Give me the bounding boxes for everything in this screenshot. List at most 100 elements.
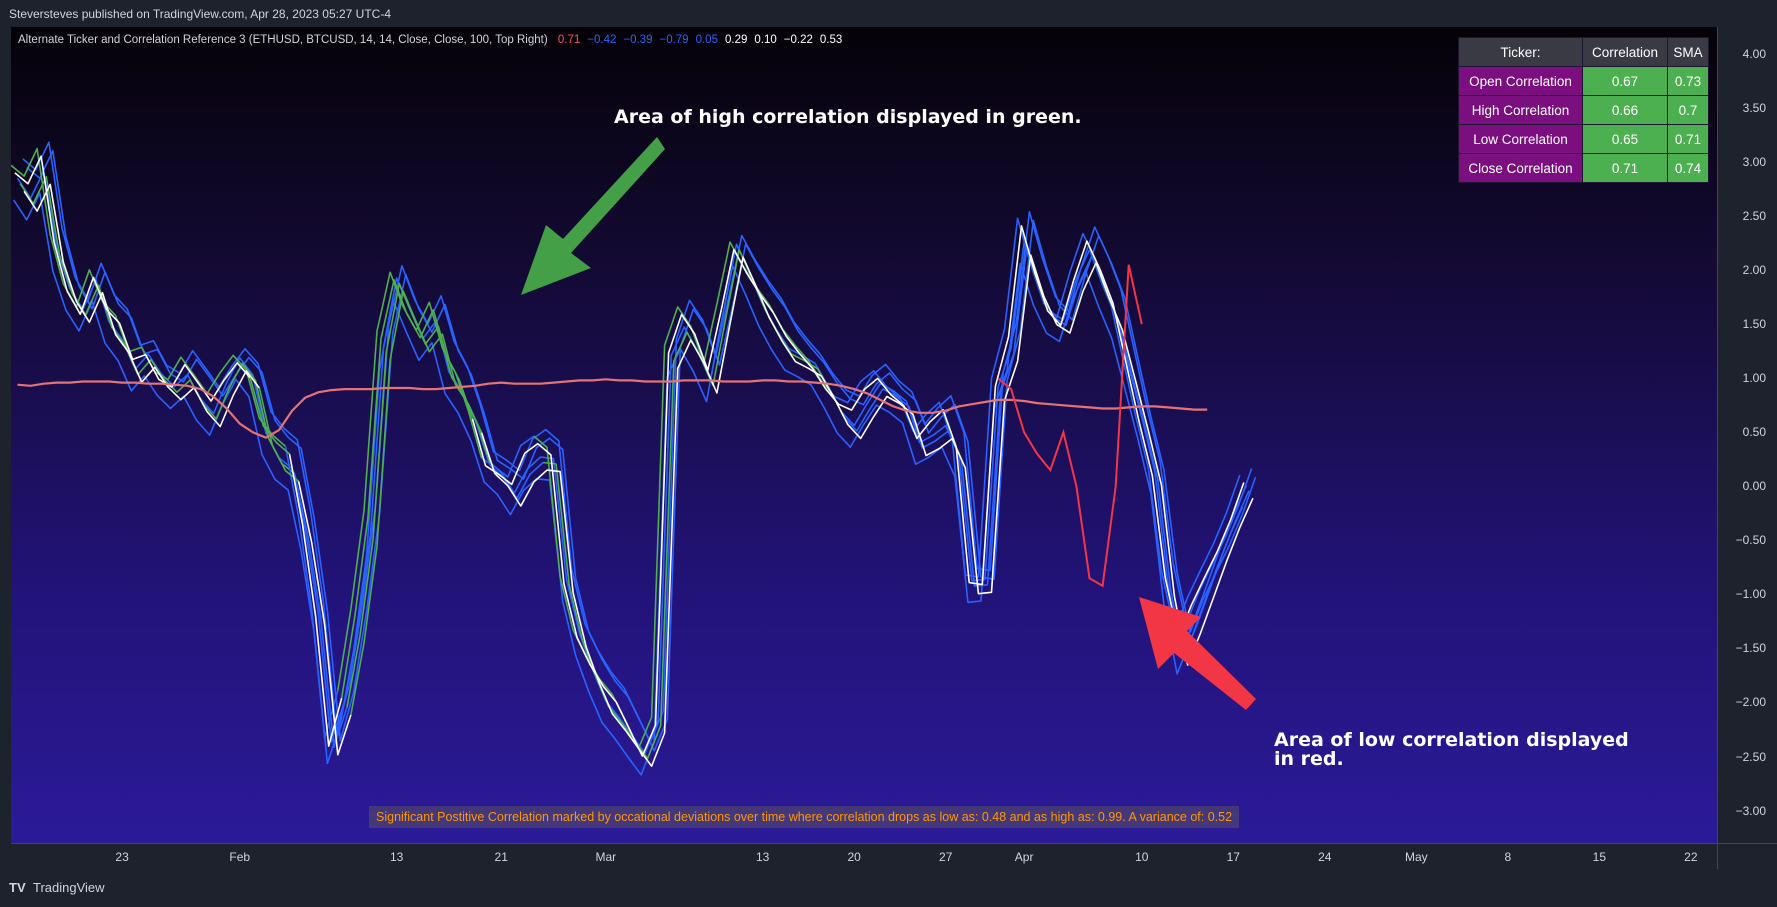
y-tick-label: 3.50 xyxy=(1742,101,1766,116)
table-row: High Correlation 0.66 0.7 xyxy=(1458,95,1709,125)
table-row: Low Correlation 0.65 0.71 xyxy=(1458,124,1709,154)
y-tick-label: −2.50 xyxy=(1735,749,1766,764)
y-tick-label: 4.00 xyxy=(1742,47,1766,62)
table-row-sma: 0.74 xyxy=(1667,153,1709,183)
series-line xyxy=(284,446,339,740)
table-row-label: Close Correlation xyxy=(1458,153,1583,183)
table-row-label: Low Correlation xyxy=(1458,124,1583,154)
x-tick-label: 22 xyxy=(1684,850,1698,864)
annotation-low-line1: Area of low correlation displayed xyxy=(1274,729,1629,751)
indicator-value: −0.42 xyxy=(587,34,617,46)
indicator-value: −0.39 xyxy=(623,34,653,46)
y-tick-label: 2.00 xyxy=(1742,263,1766,278)
x-tick-label: 21 xyxy=(494,850,508,864)
series-line xyxy=(288,453,343,748)
price-axis[interactable]: 4.00 3.50 3.00 2.50 2.00 1.50 1.00 0.50 0.00 −0.5… xyxy=(1717,27,1777,843)
axis-corner xyxy=(1717,843,1777,870)
x-tick-label: 23 xyxy=(115,850,129,864)
y-tick-label: 1.50 xyxy=(1742,317,1766,332)
annotation-low-correlation: Area of low correlation displayed in red… xyxy=(1274,731,1629,769)
chart-pane[interactable]: Alternate Ticker and Correlation Referen… xyxy=(11,27,1717,843)
annotation-high-correlation: Area of high correlation displayed in gr… xyxy=(614,106,1082,128)
series-line xyxy=(340,279,474,699)
y-tick-label: 0.00 xyxy=(1742,479,1766,494)
x-tick-label: 17 xyxy=(1226,850,1240,864)
publish-text: Steversteves published on TradingView.co… xyxy=(9,7,392,21)
low-correlation-arrow-icon xyxy=(1139,597,1256,710)
x-tick-label: 13 xyxy=(389,850,404,864)
time-axis[interactable]: 23 Feb 13 21 Mar 13 20 27 Apr 10 17 24 May 8 15 22 xyxy=(11,843,1717,870)
table-row: Open Correlation 0.67 0.73 xyxy=(1458,66,1709,96)
table-row-label: Open Correlation xyxy=(1458,66,1583,96)
series-line xyxy=(14,155,251,402)
table-row: Close Correlation 0.71 0.74 xyxy=(1458,153,1709,183)
indicator-value: 0.71 xyxy=(557,34,581,46)
series-line xyxy=(22,141,1253,743)
indicator-value: −0.22 xyxy=(783,34,813,46)
x-tick-label: 13 xyxy=(755,850,770,864)
table-header-sma: SMA xyxy=(1667,37,1709,67)
series-line xyxy=(350,290,483,716)
high-correlation-arrow-icon xyxy=(521,137,665,295)
table-row-correlation: 0.66 xyxy=(1582,95,1668,125)
footer-bar: TV TradingView xyxy=(0,869,1777,907)
series-line xyxy=(471,225,1245,757)
series-line xyxy=(16,170,1248,755)
series-line xyxy=(543,248,845,760)
table-row-sma: 0.7 xyxy=(1667,95,1709,125)
series-line xyxy=(258,387,300,482)
correlation-summary-note: Significant Postitive Correlation marked… xyxy=(369,806,1240,828)
brand-name: TradingView xyxy=(33,880,105,895)
tradingview-brand[interactable]: TV TradingView xyxy=(9,880,105,895)
y-tick-label: 0.50 xyxy=(1742,425,1766,440)
table-row-sma: 0.73 xyxy=(1667,66,1709,96)
table-header-ticker: Ticker: xyxy=(1458,37,1583,67)
x-tick-label: 24 xyxy=(1318,850,1332,864)
indicator-value: 0.53 xyxy=(819,34,843,46)
low-correlation-line xyxy=(997,264,1143,588)
x-tick-label: Feb xyxy=(229,850,251,864)
y-tick-label: −0.50 xyxy=(1735,533,1766,548)
indicator-title[interactable]: Alternate Ticker and Correlation Referen… xyxy=(18,34,548,46)
chart-plot[interactable] xyxy=(11,27,1717,843)
x-tick-label: 8 xyxy=(1504,850,1512,864)
y-tick-label: −2.00 xyxy=(1735,695,1766,710)
x-tick-label: 10 xyxy=(1135,850,1149,864)
indicator-legend[interactable]: Alternate Ticker and Correlation Referen… xyxy=(18,34,856,46)
y-tick-label: −3.00 xyxy=(1735,803,1766,818)
table-row-correlation: 0.67 xyxy=(1582,66,1668,96)
x-tick-label: Mar xyxy=(595,850,617,864)
y-tick-label: 3.00 xyxy=(1742,155,1766,170)
indicator-value: 0.10 xyxy=(754,34,777,46)
y-tick-label: 2.50 xyxy=(1742,209,1766,224)
series-line xyxy=(26,150,1257,752)
series-line xyxy=(346,282,492,708)
y-tick-label: −1.50 xyxy=(1735,641,1766,656)
x-tick-label: 20 xyxy=(847,850,861,864)
table-header-correlation: Correlation xyxy=(1582,37,1668,67)
tradingview-logo-icon: TV xyxy=(9,880,26,895)
table-row-label: High Correlation xyxy=(1458,95,1583,125)
correlation-table: Ticker: Correlation SMA Open Correlation… xyxy=(1458,37,1709,183)
table-row-correlation: 0.71 xyxy=(1582,153,1668,183)
x-tick-label: Apr xyxy=(1014,850,1034,864)
publish-header: Steversteves published on TradingView.co… xyxy=(0,0,1777,27)
y-tick-label: −1.00 xyxy=(1735,587,1766,602)
series-line xyxy=(293,473,348,749)
indicator-values: 0.71 −0.42 −0.39 −0.79 0.05 0.29 0.10 −0.22 0.53 xyxy=(558,34,849,46)
annotation-low-line2: in red. xyxy=(1274,748,1344,770)
indicator-value: −0.79 xyxy=(659,34,689,46)
series-line xyxy=(19,176,296,475)
table-row-correlation: 0.65 xyxy=(1582,124,1668,154)
table-row-sma: 0.71 xyxy=(1667,124,1709,154)
x-tick-label: 15 xyxy=(1592,850,1607,864)
x-tick-label: 27 xyxy=(939,850,953,864)
indicator-value: 0.29 xyxy=(724,34,748,46)
correlation-line xyxy=(17,378,1208,439)
x-tick-label: May xyxy=(1404,850,1428,864)
series-line xyxy=(12,192,1244,776)
indicator-value: 0.05 xyxy=(695,34,718,46)
series-line xyxy=(480,254,1254,768)
series-line xyxy=(481,435,535,478)
series-line xyxy=(297,481,352,756)
